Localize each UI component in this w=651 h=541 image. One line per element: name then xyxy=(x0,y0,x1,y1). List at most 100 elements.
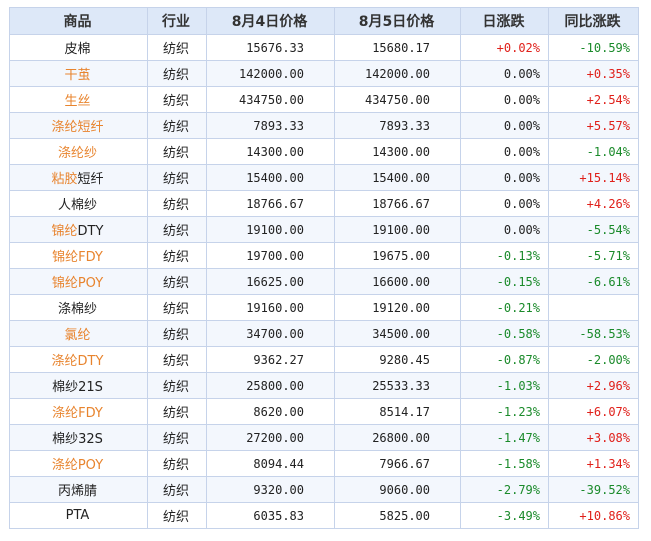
price-aug5-cell: 7966.67 xyxy=(334,450,461,477)
commodity-name-link[interactable]: 涤纶纱 xyxy=(57,146,97,161)
industry-cell: 纺织 xyxy=(147,268,207,295)
table-row: 干茧 纺织 142000.00 142000.00 0.00% +0.35% xyxy=(9,60,639,87)
price-aug4-cell: 25800.00 xyxy=(206,372,335,399)
industry-cell: 纺织 xyxy=(147,60,207,87)
price-aug4-cell: 14300.00 xyxy=(206,138,335,165)
yoy-change-cell: +6.07% xyxy=(548,398,639,425)
price-aug5-cell: 18766.67 xyxy=(334,190,461,217)
table-row: 粘胶短纤 纺织 15400.00 15400.00 0.00% +15.14% xyxy=(9,164,639,191)
price-aug5-cell: 26800.00 xyxy=(334,424,461,451)
commodity-name-cell: 涤纶DTY xyxy=(9,346,148,373)
price-aug5-cell: 19120.00 xyxy=(334,294,461,321)
industry-cell: 纺织 xyxy=(147,242,207,269)
yoy-change-cell: +2.96% xyxy=(548,372,639,399)
industry-cell: 纺织 xyxy=(147,112,207,139)
daily-change-cell: +0.02% xyxy=(460,34,549,61)
table-row: 涤纶纱 纺织 14300.00 14300.00 0.00% -1.04% xyxy=(9,138,639,165)
commodity-name-link[interactable]: 锦纶FDY xyxy=(52,250,103,265)
table-row: 锦纶POY 纺织 16625.00 16600.00 -0.15% -6.61% xyxy=(9,268,639,295)
yoy-change-cell: -5.54% xyxy=(548,216,639,243)
header-price-aug4: 8月4日价格 xyxy=(206,7,335,35)
commodity-name-text: 皮棉 xyxy=(64,42,91,57)
commodity-name-cell: 丙烯腈 xyxy=(9,476,148,503)
price-aug5-cell: 9060.00 xyxy=(334,476,461,503)
commodity-name-link[interactable]: 氯纶 xyxy=(64,328,91,343)
daily-change-cell: -1.58% xyxy=(460,450,549,477)
price-aug4-cell: 8620.00 xyxy=(206,398,335,425)
table-row: 皮棉 纺织 15676.33 15680.17 +0.02% -10.59% xyxy=(9,34,639,61)
commodity-name-cell: 皮棉 xyxy=(9,34,148,61)
commodity-name-link[interactable]: 涤纶DTY xyxy=(51,354,104,369)
commodity-name-text: 短纤 xyxy=(77,172,104,187)
industry-cell: 纺织 xyxy=(147,164,207,191)
commodity-price-table: 商品 行业 8月4日价格 8月5日价格 日涨跌 同比涨跌 皮棉 纺织 15676.3… xyxy=(9,7,639,529)
table-row: 锦纶FDY 纺织 19700.00 19675.00 -0.13% -5.71% xyxy=(9,242,639,269)
table-row: 涤纶DTY 纺织 9362.27 9280.45 -0.87% -2.00% xyxy=(9,346,639,373)
daily-change-cell: 0.00% xyxy=(460,86,549,113)
table-header-row: 商品 行业 8月4日价格 8月5日价格 日涨跌 同比涨跌 xyxy=(9,7,639,35)
daily-change-cell: -0.21% xyxy=(460,294,549,321)
yoy-change-cell: +10.86% xyxy=(548,502,639,529)
daily-change-cell: -1.03% xyxy=(460,372,549,399)
table-row: 涤纶POY 纺织 8094.44 7966.67 -1.58% +1.34% xyxy=(9,450,639,477)
industry-cell: 纺织 xyxy=(147,216,207,243)
commodity-name-cell: 粘胶短纤 xyxy=(9,164,148,191)
commodity-name-link[interactable]: 涤纶POY xyxy=(51,458,104,473)
daily-change-cell: -0.15% xyxy=(460,268,549,295)
price-aug4-cell: 434750.00 xyxy=(206,86,335,113)
price-aug5-cell: 8514.17 xyxy=(334,398,461,425)
table-row: 丙烯腈 纺织 9320.00 9060.00 -2.79% -39.52% xyxy=(9,476,639,503)
price-aug4-cell: 6035.83 xyxy=(206,502,335,529)
commodity-name-link[interactable]: 涤纶短纤 xyxy=(51,120,104,135)
commodity-name-cell: 锦纶POY xyxy=(9,268,148,295)
yoy-change-cell: -10.59% xyxy=(548,34,639,61)
price-aug4-cell: 19100.00 xyxy=(206,216,335,243)
price-aug4-cell: 27200.00 xyxy=(206,424,335,451)
industry-cell: 纺织 xyxy=(147,86,207,113)
price-aug5-cell: 9280.45 xyxy=(334,346,461,373)
header-price-aug5: 8月5日价格 xyxy=(334,7,461,35)
header-commodity: 商品 xyxy=(9,7,148,35)
commodity-name-text: 棉纱21S xyxy=(52,380,103,395)
yoy-change-cell: +3.08% xyxy=(548,424,639,451)
yoy-change-cell: +1.34% xyxy=(548,450,639,477)
daily-change-cell: 0.00% xyxy=(460,190,549,217)
commodity-name-link[interactable]: 涤纶FDY xyxy=(52,406,103,421)
table-row: 棉纱32S 纺织 27200.00 26800.00 -1.47% +3.08% xyxy=(9,424,639,451)
commodity-name-link[interactable]: 粘胶 xyxy=(51,172,78,187)
commodity-name-text: 涤棉纱 xyxy=(57,302,97,317)
yoy-change-cell: +4.26% xyxy=(548,190,639,217)
header-industry: 行业 xyxy=(147,7,207,35)
commodity-name-cell: 棉纱21S xyxy=(9,372,148,399)
yoy-change-cell: -2.00% xyxy=(548,346,639,373)
commodity-name-text: 人棉纱 xyxy=(57,198,97,213)
commodity-name-cell: 锦纶DTY xyxy=(9,216,148,243)
yoy-change-cell: -58.53% xyxy=(548,320,639,347)
price-table-container: 商品 行业 8月4日价格 8月5日价格 日涨跌 同比涨跌 皮棉 纺织 15676.3… xyxy=(9,7,639,529)
commodity-name-cell: 涤纶短纤 xyxy=(9,112,148,139)
industry-cell: 纺织 xyxy=(147,398,207,425)
table-row: PTA 纺织 6035.83 5825.00 -3.49% +10.86% xyxy=(9,502,639,529)
price-aug4-cell: 8094.44 xyxy=(206,450,335,477)
daily-change-cell: -0.87% xyxy=(460,346,549,373)
industry-cell: 纺织 xyxy=(147,294,207,321)
industry-cell: 纺织 xyxy=(147,190,207,217)
commodity-name-link[interactable]: 锦纶POY xyxy=(51,276,104,291)
commodity-name-link[interactable]: 锦纶 xyxy=(51,224,78,239)
table-body: 皮棉 纺织 15676.33 15680.17 +0.02% -10.59% 干茧 纺织 142… xyxy=(9,34,639,529)
industry-cell: 纺织 xyxy=(147,450,207,477)
commodity-name-text: PTA xyxy=(65,508,90,523)
commodity-name-cell: 氯纶 xyxy=(9,320,148,347)
daily-change-cell: -2.79% xyxy=(460,476,549,503)
yoy-change-cell: +5.57% xyxy=(548,112,639,139)
price-aug5-cell: 15680.17 xyxy=(334,34,461,61)
table-row: 氯纶 纺织 34700.00 34500.00 -0.58% -58.53% xyxy=(9,320,639,347)
price-aug4-cell: 7893.33 xyxy=(206,112,335,139)
industry-cell: 纺织 xyxy=(147,476,207,503)
commodity-name-link[interactable]: 干茧 xyxy=(64,68,91,83)
price-aug4-cell: 15400.00 xyxy=(206,164,335,191)
price-aug5-cell: 25533.33 xyxy=(334,372,461,399)
price-aug4-cell: 34700.00 xyxy=(206,320,335,347)
commodity-name-link[interactable]: 生丝 xyxy=(64,94,91,109)
table-row: 人棉纱 纺织 18766.67 18766.67 0.00% +4.26% xyxy=(9,190,639,217)
